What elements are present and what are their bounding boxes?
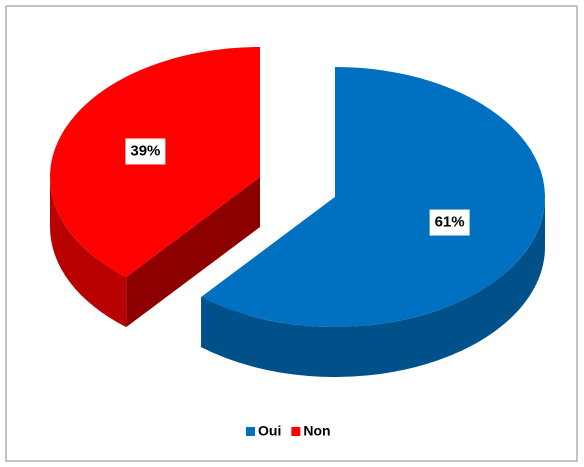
legend-swatch xyxy=(246,427,255,436)
slice-side xyxy=(201,197,545,377)
legend-swatch xyxy=(291,427,301,436)
slice-side xyxy=(50,177,127,328)
legend-label: Non xyxy=(303,423,330,439)
value-label: 39% xyxy=(130,142,160,159)
slice xyxy=(201,67,546,328)
legend-label: Oui xyxy=(258,423,281,439)
value-label-box xyxy=(125,138,166,165)
value-label: 61% xyxy=(435,214,465,231)
value-label-box xyxy=(429,209,470,236)
slice-face xyxy=(126,177,260,328)
